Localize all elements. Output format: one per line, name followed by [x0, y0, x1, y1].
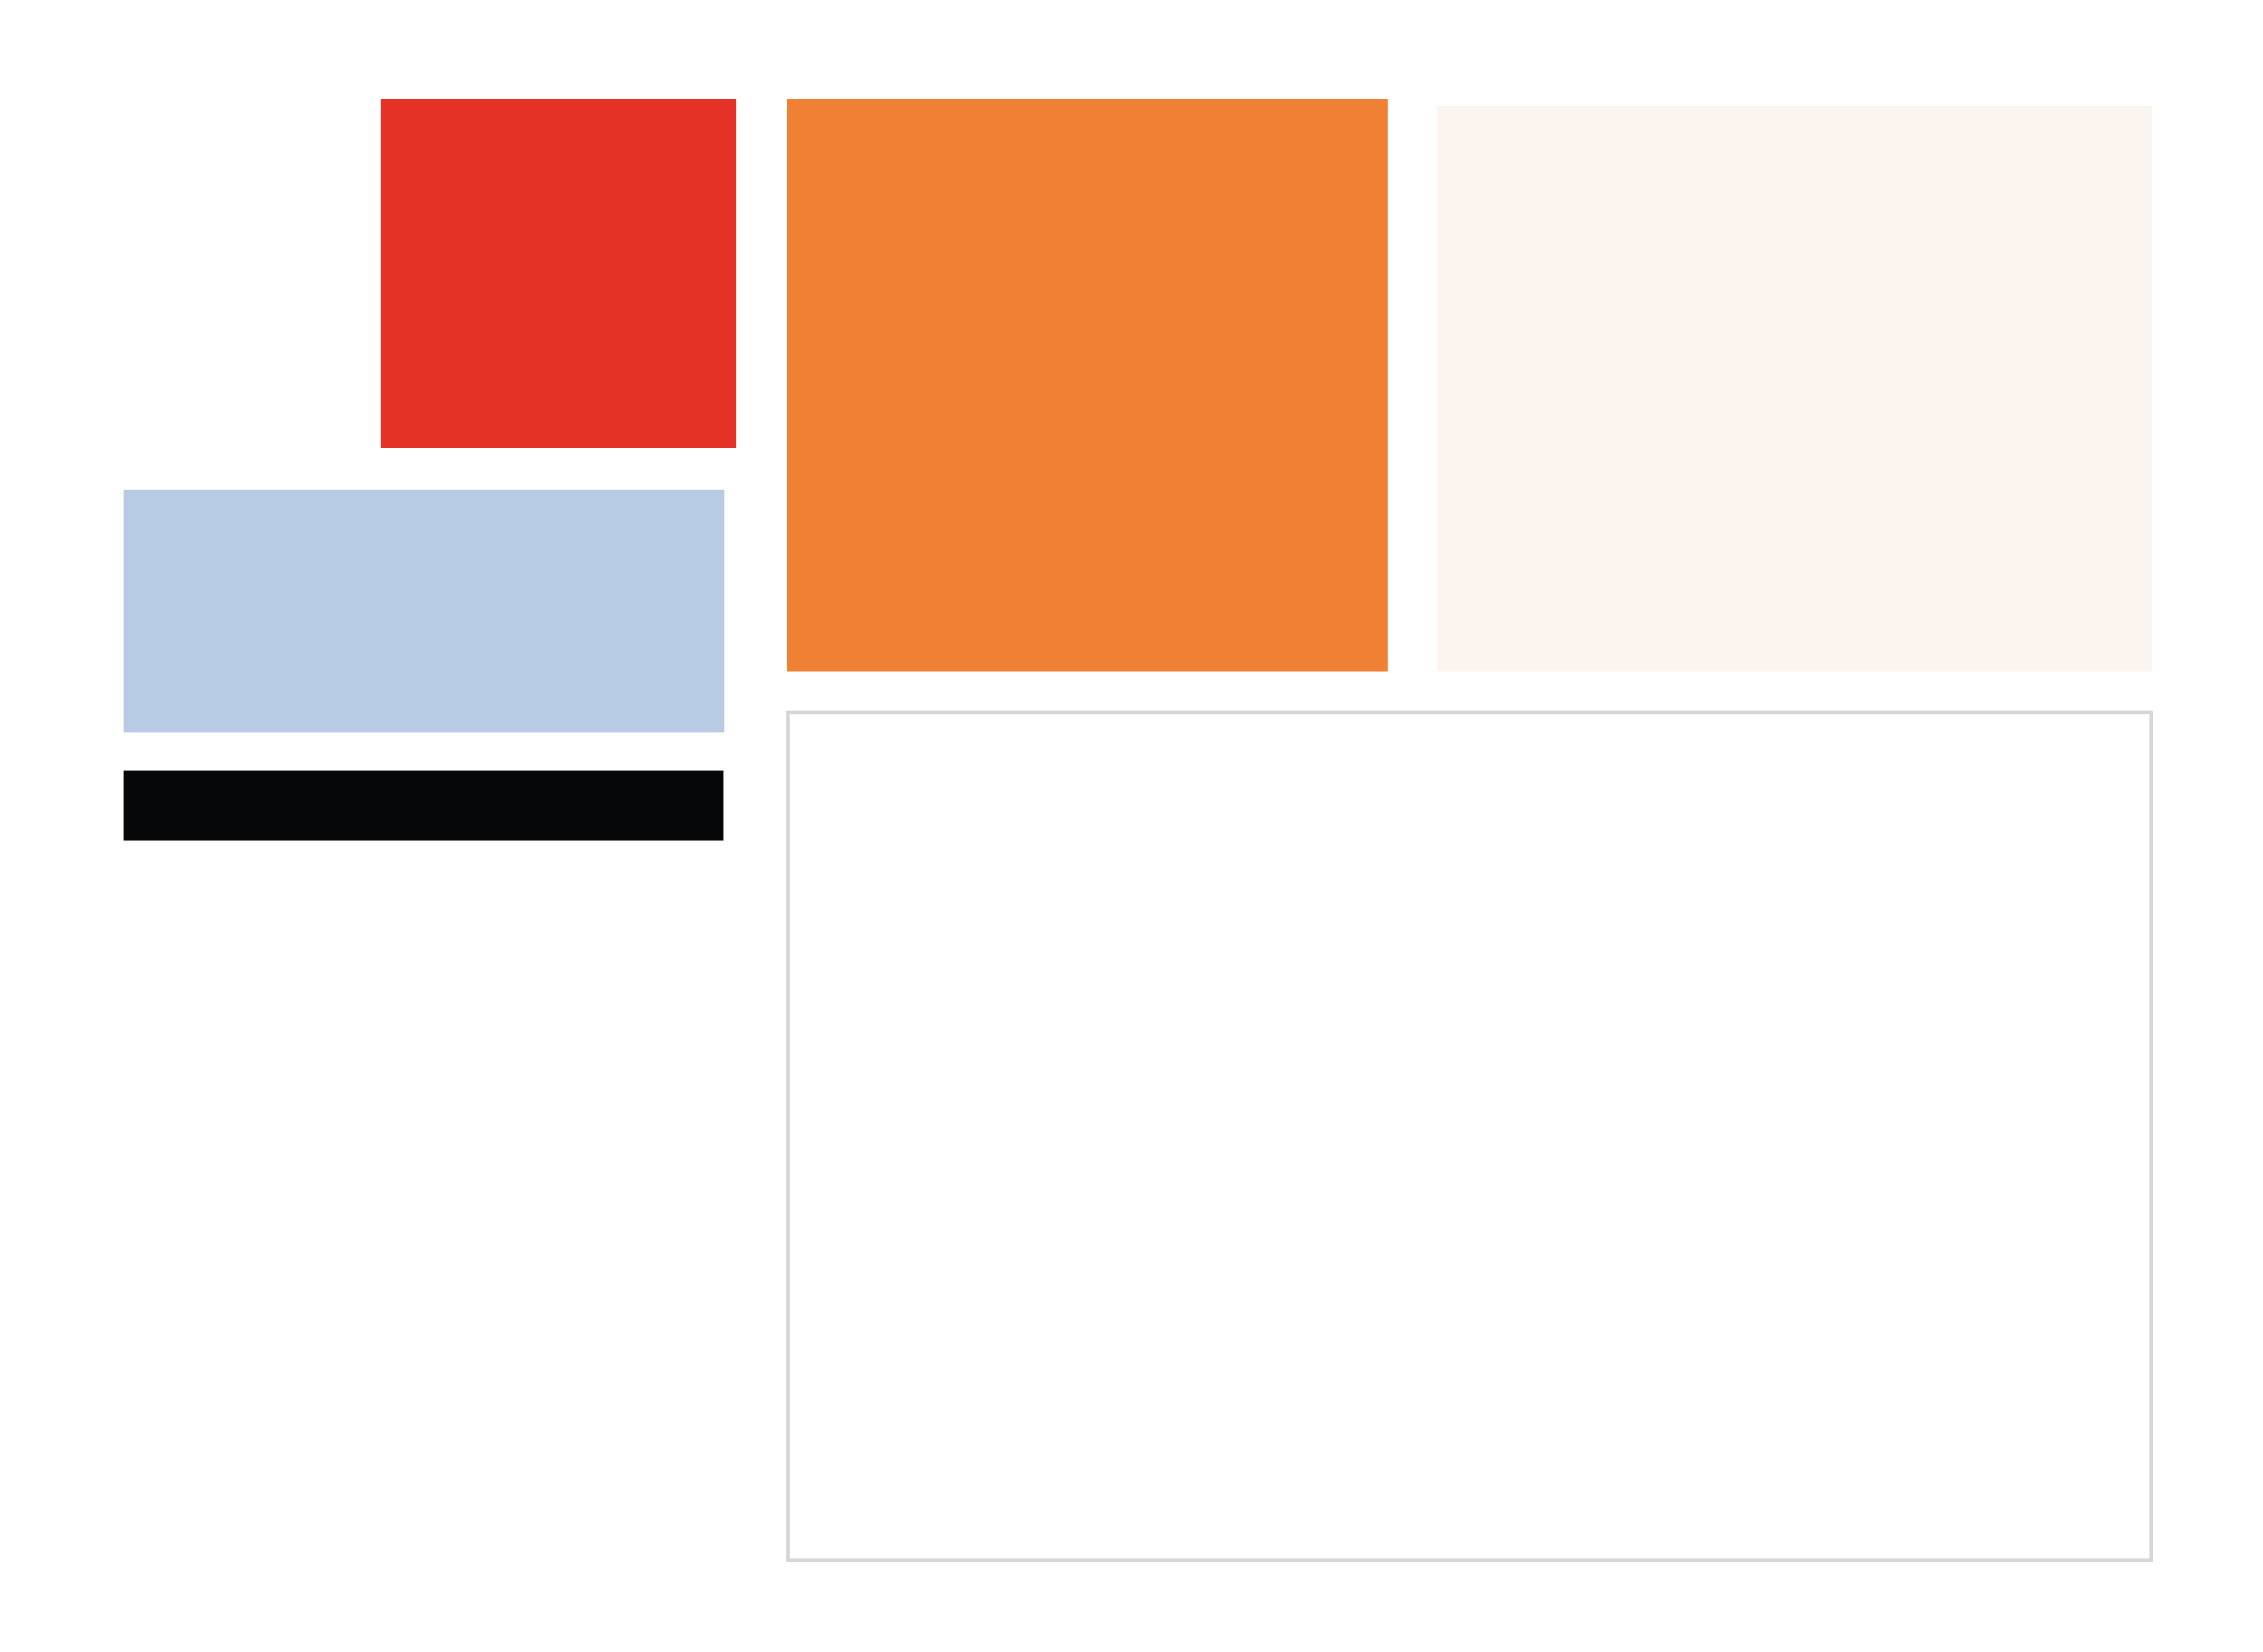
outlined-frame: [786, 711, 2153, 1562]
red-block: [381, 99, 736, 448]
light-blue-block: [124, 490, 724, 732]
black-bar: [124, 771, 723, 841]
cream-block: [1437, 106, 2152, 672]
orange-block: [787, 99, 1388, 672]
